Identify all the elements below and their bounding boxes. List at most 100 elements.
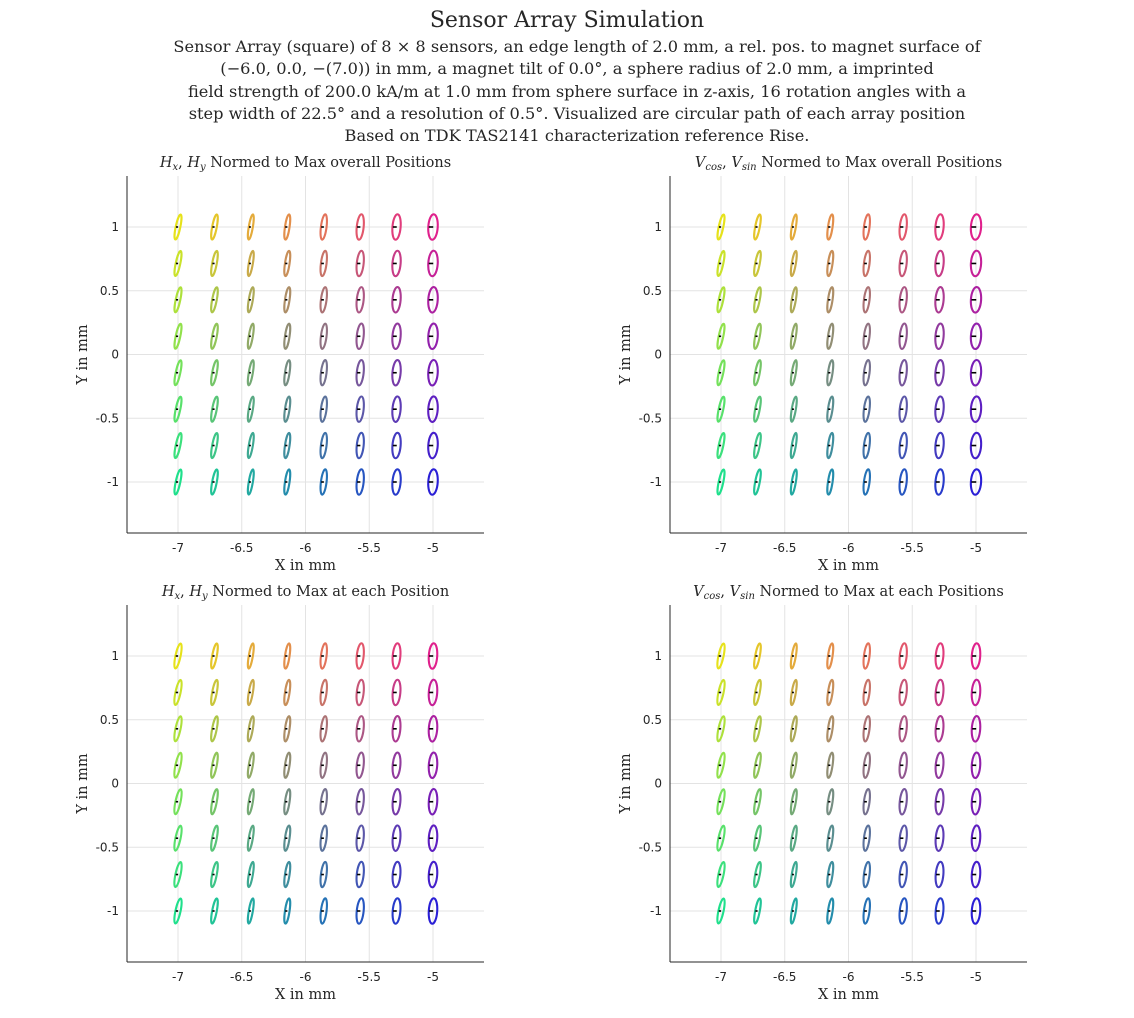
sensor-path [934,322,945,351]
sensor-path [934,468,945,496]
sensor-path [246,860,255,889]
sensor-path [716,751,726,779]
sensor-path [789,788,798,816]
sensor-path [283,286,292,314]
subplot-title: Vcos, Vsin Normed to Max overall Positio… [695,155,1002,173]
sensor-path [246,249,255,278]
sensor-path [210,642,219,670]
sensor-path [826,322,835,350]
sensor-path [753,788,762,816]
y-tick-label: -1 [650,904,662,918]
sensor-path [753,213,762,241]
sensor-path [355,322,365,351]
y-tick-label: 0 [654,777,662,791]
sensor-path [319,860,328,889]
sensor-path [283,213,292,241]
sensor-path [427,322,439,351]
subtitle-line: step width of 22.5° and a resolution of … [188,103,966,123]
sensor-path [210,359,219,387]
sensor-path [283,468,292,496]
sensor-path [862,824,871,852]
sensor-path [716,468,726,496]
sensor-path [898,431,908,460]
subtitle-line: Based on TDK TAS2141 characterization re… [344,126,810,146]
sensor-path [246,286,255,314]
sensor-path [283,322,292,350]
sensor-path [391,824,402,852]
sensor-path [246,715,255,743]
sensor-path [970,642,982,670]
sensor-path [355,715,365,743]
sensor-path [970,715,982,743]
sensor-path [355,249,365,278]
sensor-path [753,359,762,387]
sensor-path [753,322,762,350]
x-tick-label: -6 [843,541,855,555]
sensor-path [319,322,328,350]
sensor-path [716,286,726,314]
sensor-path [716,642,726,670]
sensor-path [969,286,983,314]
sensor-path [319,468,328,496]
subplot-title: Hx, Hy Normed to Max overall Positions [159,155,451,173]
sensor-path [391,286,402,314]
sensor-path [826,897,835,925]
sensor-path [898,322,908,351]
sensor-path [969,431,983,460]
sensor-path [391,249,402,278]
sensor-path [898,897,908,925]
sensor-path [283,359,292,387]
sensor-path [862,715,871,743]
sensor-path [173,359,183,387]
y-tick-label: -1 [650,475,662,489]
sensor-path [355,395,365,423]
x-tick-label: -6.5 [230,970,253,984]
sensor-path [969,468,983,496]
y-tick-label: 0 [654,348,662,362]
sensor-path [898,787,908,816]
sensor-path [283,642,292,670]
sensor-path [862,642,871,670]
sensor-path [789,286,798,314]
y-tick-label: -0.5 [96,840,119,854]
sensor-path [716,788,726,816]
sensor-path [283,751,292,779]
sensor-path [173,213,183,241]
sensor-path [862,751,871,779]
sensor-path [391,860,402,889]
x-tick-label: -6 [843,970,855,984]
sensor-path [716,249,726,277]
x-tick-label: -7 [172,970,184,984]
sensor-path [355,431,365,460]
sensor-path [826,359,835,387]
x-tick-label: -5.5 [358,970,381,984]
sensor-path [391,678,402,707]
sensor-path [283,824,292,852]
sensor-path [246,678,255,707]
subplot-3: -7 -6.5 -6 -5.5 -5 -1 -0.5 0 0.5 1 X in mm Y in mm H… [75,584,484,1003]
sensor-path [753,468,762,496]
sensor-path [319,788,328,816]
sensor-path [753,751,762,779]
x-tick-label: -6 [300,970,312,984]
sensor-path [355,824,365,852]
sensor-path [173,897,183,925]
sensor-path [862,788,871,816]
sensor-path [210,468,219,496]
sensor-path [355,358,365,387]
sensor-path [355,897,365,925]
x-axis-label: X in mm [275,987,336,1003]
sensor-path [826,286,835,314]
x-tick-label: -6.5 [230,541,253,555]
sensor-path [427,860,439,889]
y-tick-label: -0.5 [639,411,662,425]
sensor-path [898,642,908,670]
sensor-path [427,358,439,387]
subtitle-line: Sensor Array (square) of 8 × 8 sensors, … [173,37,981,56]
sensor-path [355,213,365,241]
sensor-path [969,322,983,351]
sensor-path [789,249,798,278]
sensor-path [391,715,402,743]
sensor-path [898,860,908,889]
sensor-path [173,322,183,350]
